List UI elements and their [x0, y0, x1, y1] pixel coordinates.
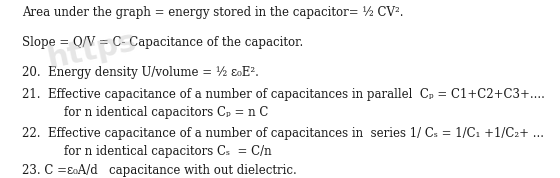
Text: for n identical capacitors Cₛ  = C/n: for n identical capacitors Cₛ = C/n: [64, 145, 272, 158]
Text: 21.  Effective capacitance of a number of capacitances in parallel  Cₚ = C1+C2+C: 21. Effective capacitance of a number of…: [22, 88, 545, 101]
Text: 22.  Effective capacitance of a number of capacitances in  series 1/ Cₛ = 1/C₁ +: 22. Effective capacitance of a number of…: [22, 127, 544, 140]
Text: for n identical capacitors Cₚ = n C: for n identical capacitors Cₚ = n C: [64, 106, 269, 119]
Text: 23. C =ε₀A/d   capacitance with out dielectric.: 23. C =ε₀A/d capacitance with out dielec…: [22, 164, 297, 177]
Text: https: https: [45, 26, 139, 74]
Text: 20.  Energy density U/volume = ½ ε₀E².: 20. Energy density U/volume = ½ ε₀E².: [22, 66, 259, 79]
Text: Area under the graph = energy stored in the capacitor= ½ CV².: Area under the graph = energy stored in …: [22, 6, 404, 19]
Text: Slope = Q/V = C- Capacitance of the capacitor.: Slope = Q/V = C- Capacitance of the capa…: [22, 36, 304, 49]
